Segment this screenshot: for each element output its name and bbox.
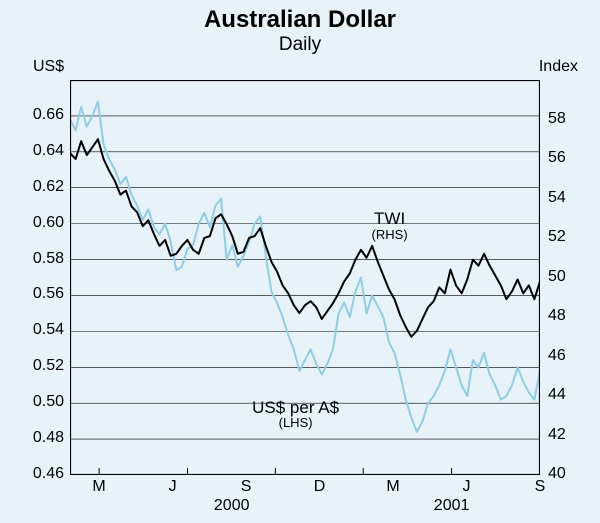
y-tick-left: 0.62 [14,179,64,195]
series-label-twi: TWI (RHS) [372,210,408,241]
y-tick-left: 0.48 [14,430,64,446]
x-tick-label: S [535,478,546,496]
y-tick-right: 58 [548,111,566,127]
series-label-twi-sub: (RHS) [372,228,408,242]
y-tick-left: 0.56 [14,286,64,302]
x-tick-label: J [463,478,471,496]
x-tick-label: D [314,478,326,496]
x-tick-label: M [386,478,399,496]
x-tick-label: J [169,478,177,496]
y-tick-left: 0.66 [14,107,64,123]
x-tick-label: M [92,478,105,496]
y-tick-left: 0.50 [14,394,64,410]
y-tick-right: 44 [548,387,566,403]
series-label-usd: US$ per A$ (LHS) [252,399,339,430]
y-tick-right: 52 [548,229,566,245]
y-tick-left: 0.54 [14,322,64,338]
y-tick-right: 46 [548,348,566,364]
series-label-usd-text: US$ per A$ [252,398,339,417]
y-tick-right: 54 [548,190,566,206]
x-year-label: 2000 [214,497,250,515]
y-axis-left-label: US$ [33,58,64,76]
y-tick-right: 56 [548,150,566,166]
y-tick-left: 0.46 [14,466,64,482]
y-tick-left: 0.64 [14,143,64,159]
y-tick-left: 0.58 [14,251,64,267]
y-tick-right: 48 [548,308,566,324]
x-tick-label: S [241,478,252,496]
y-tick-left: 0.60 [14,215,64,231]
y-tick-left: 0.52 [14,358,64,374]
chart-title: Australian Dollar [0,6,600,34]
y-tick-right: 40 [548,466,566,482]
chart-container: Australian Dollar Daily US$ Index 0.46 0.… [0,0,600,523]
series-label-twi-text: TWI [374,209,405,228]
y-tick-right: 42 [548,427,566,443]
y-tick-right: 50 [548,269,566,285]
x-year-label: 2001 [434,497,470,515]
chart-subtitle: Daily [0,34,600,56]
y-axis-right-label: Index [539,58,578,76]
series-label-usd-sub: (LHS) [252,416,339,430]
